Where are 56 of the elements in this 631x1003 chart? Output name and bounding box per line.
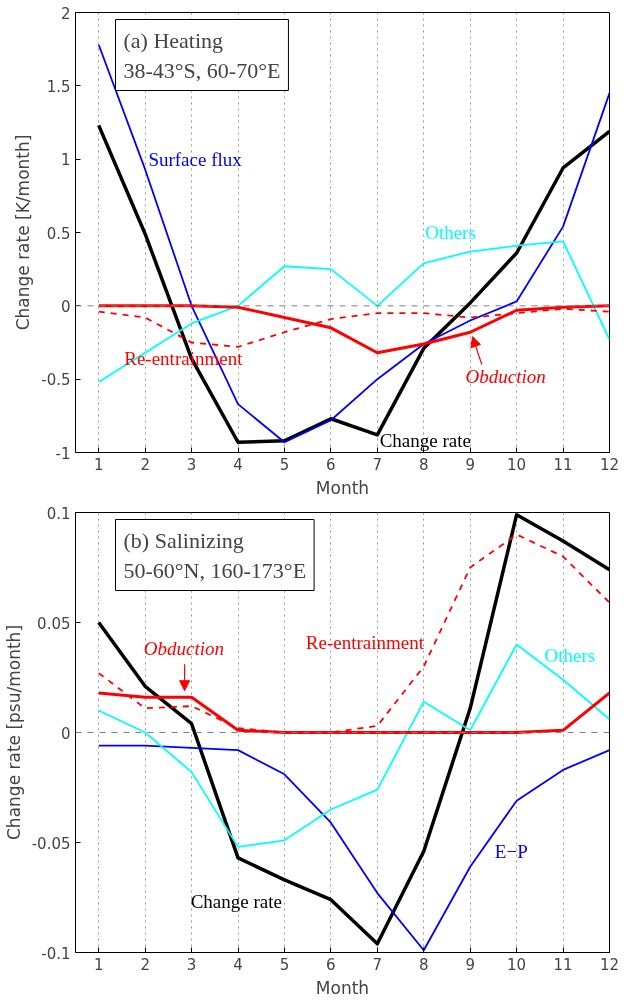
x-tick-label: 11 [553, 955, 573, 974]
y-tick-label: -0.05 [31, 834, 71, 853]
x-tick-label: 4 [233, 955, 243, 974]
y-tick-label: 1 [60, 151, 71, 170]
series-label: Others [425, 222, 476, 243]
x-tick-label: 5 [279, 455, 290, 474]
y-tick-label: -0.1 [41, 944, 71, 963]
x-tick-label: 11 [553, 455, 573, 474]
x-axis-title: Month [315, 477, 370, 498]
x-tick-label: 4 [233, 455, 243, 474]
x-tick-label: 12 [599, 455, 620, 474]
x-tick-label: 10 [507, 455, 527, 474]
x-tick-label: 9 [465, 955, 475, 974]
text: (b) Salinizing [123, 527, 244, 553]
line-series [97, 744, 610, 952]
series-label: Change rate [190, 891, 282, 913]
x-tick-label: 6 [326, 455, 336, 474]
x-tick-label: 3 [186, 455, 197, 474]
y-axis-title: Change rate [K/month] [13, 134, 34, 331]
legend-label: Obduction [465, 365, 546, 387]
x-tick-label: 5 [279, 955, 290, 974]
text: (a) Heating [123, 27, 224, 53]
x-axis-title: Month [315, 977, 370, 998]
y-tick-label: -1 [55, 444, 71, 463]
text: 50-60°N, 160-173°E [123, 557, 307, 583]
y-tick-label: 2 [60, 4, 71, 23]
series-label: Surface flux [148, 148, 243, 170]
line-series [97, 533, 610, 734]
line-series [97, 240, 610, 383]
x-tick-label: 8 [418, 955, 429, 974]
series-label: Change rate [379, 430, 471, 452]
series-label: Re-entrainment [305, 631, 425, 653]
series-label: Obduction [143, 638, 224, 660]
x-tick-label: 1 [93, 455, 104, 474]
y-tick-label: 0.05 [37, 614, 71, 633]
y-tick-label: 0.5 [46, 224, 71, 243]
y-tick-label: -0.5 [41, 371, 71, 390]
x-tick-label: 10 [507, 955, 527, 974]
x-tick-label: 3 [186, 955, 197, 974]
x-tick-label: 9 [465, 455, 475, 474]
x-tick-label: 6 [326, 955, 336, 974]
y-tick-label: 0 [60, 724, 71, 743]
x-tick-label: 7 [372, 955, 383, 974]
text: 38-43°S, 60-70°E [123, 57, 281, 83]
series-label: E−P [494, 840, 528, 862]
x-tick-label: 12 [599, 955, 620, 974]
y-axis-title: Change rate [psu/month] [3, 624, 24, 841]
y-tick-label: 1.5 [46, 77, 71, 96]
y-tick-label: 0.1 [46, 504, 71, 523]
series-label: Others [544, 645, 596, 666]
y-tick-label: 0 [60, 297, 71, 316]
x-tick-label: 1 [93, 955, 104, 974]
x-tick-label: 2 [140, 455, 150, 474]
x-tick-label: 8 [418, 455, 429, 474]
x-tick-label: 7 [372, 455, 383, 474]
x-tick-label: 2 [140, 955, 150, 974]
